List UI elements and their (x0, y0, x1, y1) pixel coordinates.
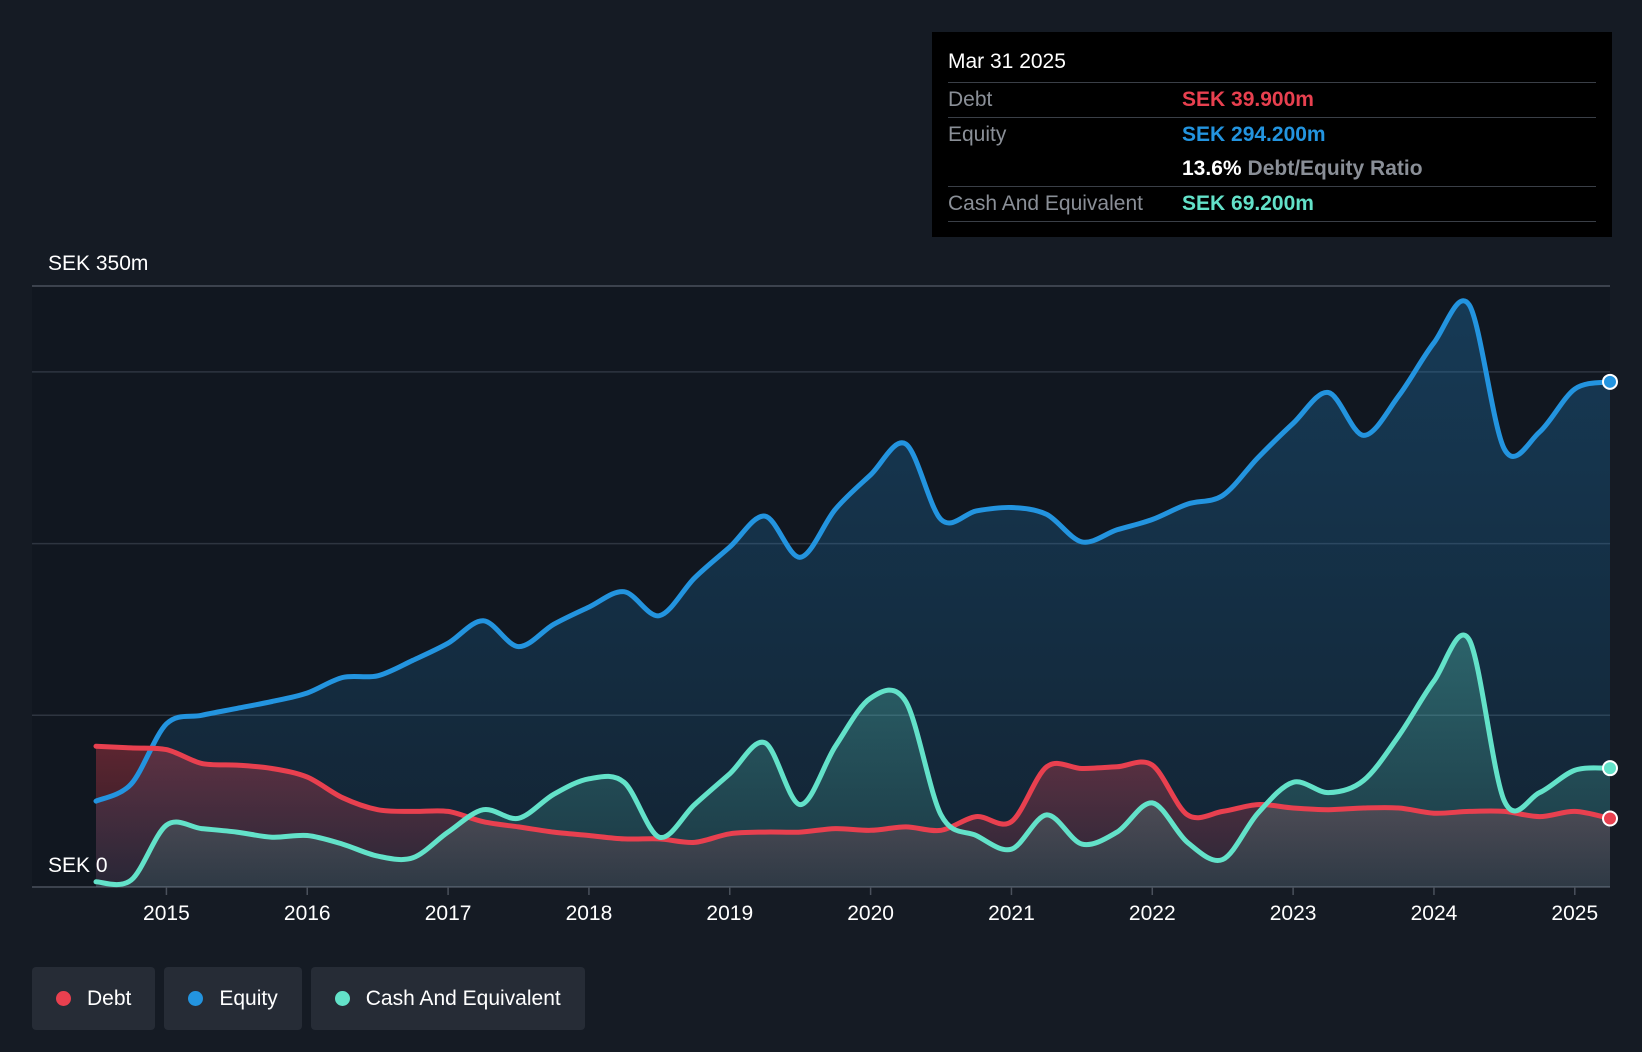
y-axis-bottom-label: SEK 0 (48, 854, 108, 877)
cash-end-marker (1602, 760, 1618, 777)
x-tick-label-2023: 2023 (1270, 902, 1317, 925)
debt-line (93, 743, 1613, 846)
tooltip-debt-label: Debt (948, 88, 993, 111)
legend-dot-equity (188, 991, 204, 1006)
cash-line (93, 632, 1613, 888)
legend-item-cash[interactable]: Cash And Equivalent (310, 967, 585, 1030)
tooltip-row-equity: Equity SEK 294.200m (948, 118, 1596, 152)
tooltip-ratio-label: Debt/Equity Ratio (1247, 157, 1423, 180)
tooltip-row-debt: Debt SEK 39.900m (948, 83, 1596, 118)
x-tick-label-2017: 2017 (425, 902, 472, 925)
tooltip-row-cash: Cash And Equivalent SEK 69.200m (948, 187, 1596, 222)
x-tick-label-2022: 2022 (1129, 902, 1176, 925)
y-axis-top-label: SEK 350m (48, 252, 148, 275)
equity-line (93, 298, 1613, 804)
x-tick-label-2015: 2015 (143, 902, 190, 925)
legend-label-equity: Equity (219, 986, 278, 1010)
cash-area (96, 635, 1610, 887)
chart-legend: Debt Equity Cash And Equivalent (32, 967, 585, 1030)
data-tooltip: Mar 31 2025 Debt SEK 39.900m Equity SEK … (932, 32, 1612, 237)
legend-dot-cash (334, 991, 350, 1006)
tooltip-date: Mar 31 2025 (948, 46, 1596, 83)
x-tick-label-2025: 2025 (1551, 902, 1598, 925)
legend-label-cash: Cash And Equivalent (365, 986, 561, 1010)
legend-item-debt[interactable]: Debt (32, 967, 156, 1030)
x-tick-label-2024: 2024 (1411, 902, 1458, 925)
x-tick-label-2019: 2019 (706, 902, 753, 925)
debt-end-marker (1602, 810, 1618, 827)
legend-label-debt: Debt (87, 986, 132, 1010)
tooltip-equity-label: Equity (948, 123, 1007, 146)
tooltip-row-ratio: 13.6% Debt/Equity Ratio (948, 152, 1596, 187)
tooltip-cash-label: Cash And Equivalent (948, 192, 1143, 215)
tooltip-cash-value: SEK 69.200m (1182, 192, 1314, 215)
tooltip-equity-value: SEK 294.200m (1182, 123, 1326, 146)
tooltip-ratio-value: 13.6% (1182, 157, 1242, 180)
equity-end-marker (1602, 373, 1618, 390)
x-tick-label-2016: 2016 (284, 902, 331, 925)
tooltip-debt-value: SEK 39.900m (1182, 88, 1314, 111)
x-tick-label-2018: 2018 (566, 902, 613, 925)
x-tick-label-2021: 2021 (988, 902, 1035, 925)
legend-dot-debt (56, 991, 71, 1006)
x-tick-label-2020: 2020 (847, 902, 894, 925)
equity-area (96, 300, 1610, 888)
legend-item-equity[interactable]: Equity (164, 967, 302, 1030)
